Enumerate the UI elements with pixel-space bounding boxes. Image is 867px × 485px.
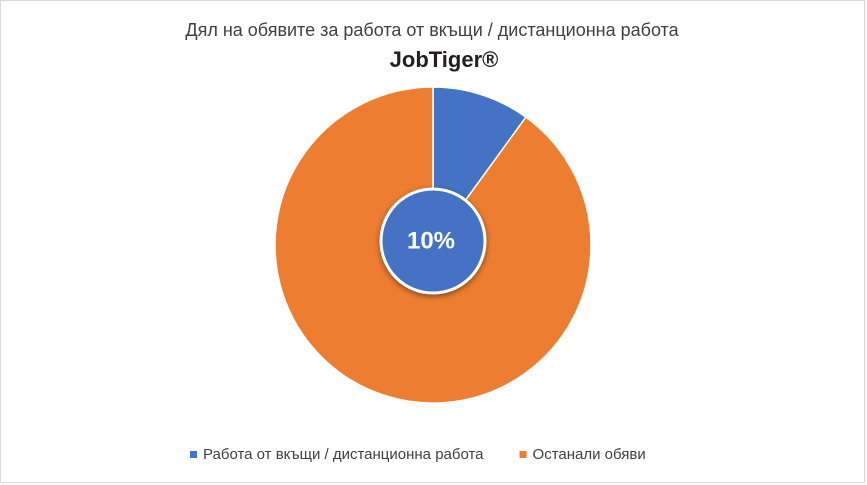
legend-marker <box>190 451 197 458</box>
logo: JobTiger® <box>390 47 499 72</box>
legend-label: Останали обяви <box>533 446 646 463</box>
legend: Работа от вкъщи / дистанционна работа Ост… <box>190 446 646 463</box>
data-label: 10% <box>407 227 455 254</box>
legend-label: Работа от вкъщи / дистанционна работа <box>203 446 484 463</box>
label-badge <box>379 187 487 295</box>
legend-marker <box>519 451 527 458</box>
pie: 10% <box>274 86 592 404</box>
chart-title: Дял на обявите за работа от вкъщи / дист… <box>185 20 679 40</box>
